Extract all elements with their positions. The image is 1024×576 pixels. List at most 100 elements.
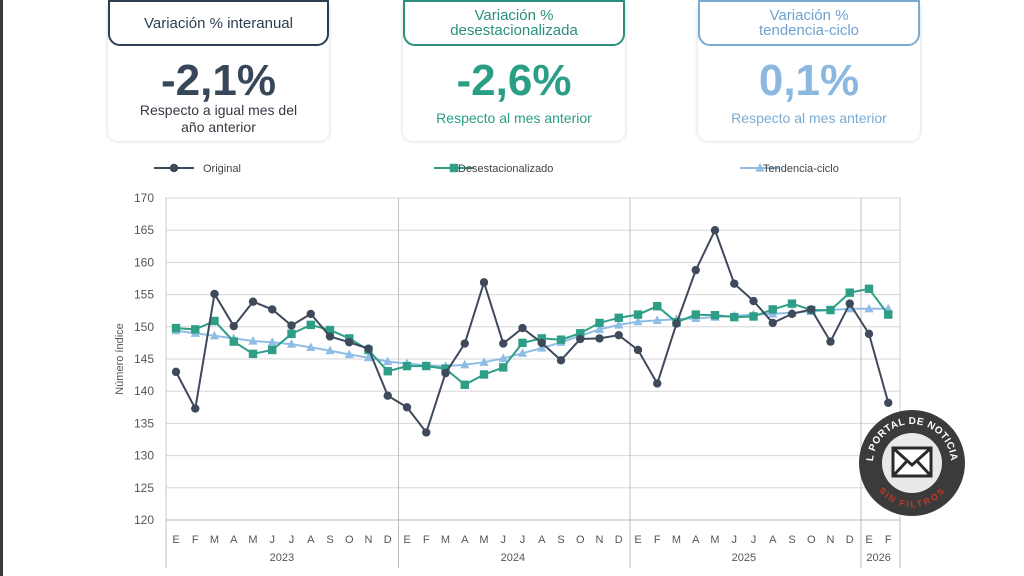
series-tendencia-ciclo-point (248, 335, 258, 345)
card-seasonally-adjusted-title-line1: Variación % (474, 7, 554, 24)
series-desestacionalizado-point (441, 364, 450, 373)
y-tick-label: 140 (134, 384, 154, 398)
series-tendencia-ciclo-point (363, 352, 374, 362)
x-tick-label: O (807, 534, 816, 546)
series-original-point (787, 309, 797, 319)
card-interannual-value: -2,1% (161, 56, 276, 105)
x-tick-label: J (270, 534, 276, 546)
series-tendencia-ciclo-point (383, 356, 393, 366)
series-desestacionalizado-point (210, 316, 219, 326)
card-seasonally-adjusted-value: -2,6% (456, 56, 572, 105)
series-desestacionalizado-point (306, 320, 315, 330)
x-tick-label: F (423, 534, 430, 546)
series-tendencia-ciclo-point (864, 303, 874, 313)
series-original-point (576, 334, 585, 344)
x-tick-label: S (788, 534, 795, 546)
y-tick-label: 170 (134, 191, 154, 205)
y-tick-label: 150 (134, 320, 154, 334)
y-axis-label: Número índice (114, 323, 126, 395)
card-trend-cycle-title-line2: tendencia-ciclo (758, 22, 860, 39)
card-interannual: Variación % interanual -2,1% Respecto a … (108, 0, 329, 141)
series-desestacionalizado-point (864, 284, 874, 294)
series-desestacionalizado-point (287, 329, 296, 339)
series-original-point (595, 334, 604, 343)
x-tick-label: N (596, 534, 604, 546)
legend-tendencia-ciclo-label: Tendencia-ciclo (763, 163, 839, 175)
series-tendencia-ciclo-line (175, 307, 889, 368)
x-tick-label: J (732, 534, 738, 546)
x-year-label: 2023 (270, 552, 294, 564)
series-original-point (268, 305, 277, 314)
x-tick-label: N (827, 534, 835, 546)
legend-original-label: Original (203, 163, 241, 175)
x-tick-label: M (210, 534, 219, 546)
series-original-point (441, 368, 450, 378)
x-tick-label: A (538, 534, 546, 546)
x-tick-label: M (710, 534, 719, 546)
series-original-point (325, 332, 335, 341)
y-tick-label: 160 (134, 255, 154, 269)
x-year-label: 2026 (866, 552, 890, 564)
card-seasonally-adjusted-header: Variación % desestacionalizada (403, 0, 625, 46)
series-tendencia-ciclo-point (344, 349, 354, 359)
card-trend-cycle-header: Variación % tendencia-ciclo (698, 0, 920, 46)
series-original-point (710, 226, 720, 235)
card-trend-cycle-title-line1: Variación % (769, 7, 849, 24)
series-desestacionalizado-point (826, 305, 835, 315)
series-tendencia-ciclo-point (479, 357, 489, 366)
x-tick-label: M (441, 534, 450, 546)
series-original-point (730, 279, 739, 288)
series-desestacionalizado-point (845, 288, 854, 297)
series-desestacionalizado-point (749, 312, 758, 321)
envelope-flap-icon (891, 446, 933, 478)
x-tick-label: J (520, 534, 526, 546)
card-trend-cycle-value: 0,1% (758, 56, 860, 105)
series-original-point (364, 344, 373, 353)
series-desestacionalizado-point (595, 318, 604, 328)
x-tick-label: A (461, 534, 469, 546)
series-original-point (518, 323, 527, 333)
series-original-point (345, 338, 354, 347)
series-original-point (402, 403, 412, 412)
x-tick-label: F (192, 534, 199, 546)
x-tick-label: D (384, 534, 392, 546)
x-tick-label: M (479, 534, 488, 546)
legend-original-marker (169, 163, 179, 173)
series-original-point (672, 319, 681, 328)
left-edge-bar (0, 0, 3, 576)
series-tendencia-ciclo-point (614, 319, 624, 329)
x-year-label: 2024 (501, 552, 525, 564)
card-interannual-title: Variación % interanual (144, 14, 293, 32)
series-original-point (884, 398, 893, 407)
x-tick-label: E (865, 534, 872, 546)
series-original-point (749, 296, 758, 306)
series-tendencia-ciclo-point (594, 324, 605, 333)
card-seasonally-adjusted-title-line2: desestacionalizada (450, 22, 578, 39)
series-original-point (229, 321, 238, 331)
series-desestacionalizado-point (518, 338, 527, 348)
series-original-point (537, 338, 546, 348)
series-desestacionalizado-point (402, 361, 412, 371)
legend-tendencia-ciclo-marker (755, 163, 765, 172)
series-desestacionalizado-point (499, 363, 508, 372)
x-tick-label: J (751, 534, 757, 546)
x-tick-label: S (326, 534, 333, 546)
series-tendencia-ciclo-point (286, 339, 297, 348)
series-desestacionalizado-point (325, 325, 335, 335)
series-tendencia-ciclo-point (633, 316, 643, 326)
series-tendencia-ciclo-point (498, 353, 508, 362)
y-tick-label: 135 (134, 416, 154, 430)
x-tick-label: O (576, 534, 585, 546)
series-desestacionalizado-point (171, 323, 181, 333)
series-original-point (826, 337, 835, 346)
series-desestacionalizado-point (730, 312, 739, 322)
y-tick-label: 165 (134, 223, 154, 237)
series-desestacionalizado-point (383, 367, 392, 376)
series-original-point (460, 339, 469, 348)
x-tick-label: N (365, 534, 373, 546)
x-tick-label: S (557, 534, 564, 546)
series-tendencia-ciclo-point (537, 343, 547, 352)
card-seasonally-adjusted-desc: Respecto al mes anterior (436, 110, 592, 126)
series-desestacionalizado-point (537, 334, 546, 343)
